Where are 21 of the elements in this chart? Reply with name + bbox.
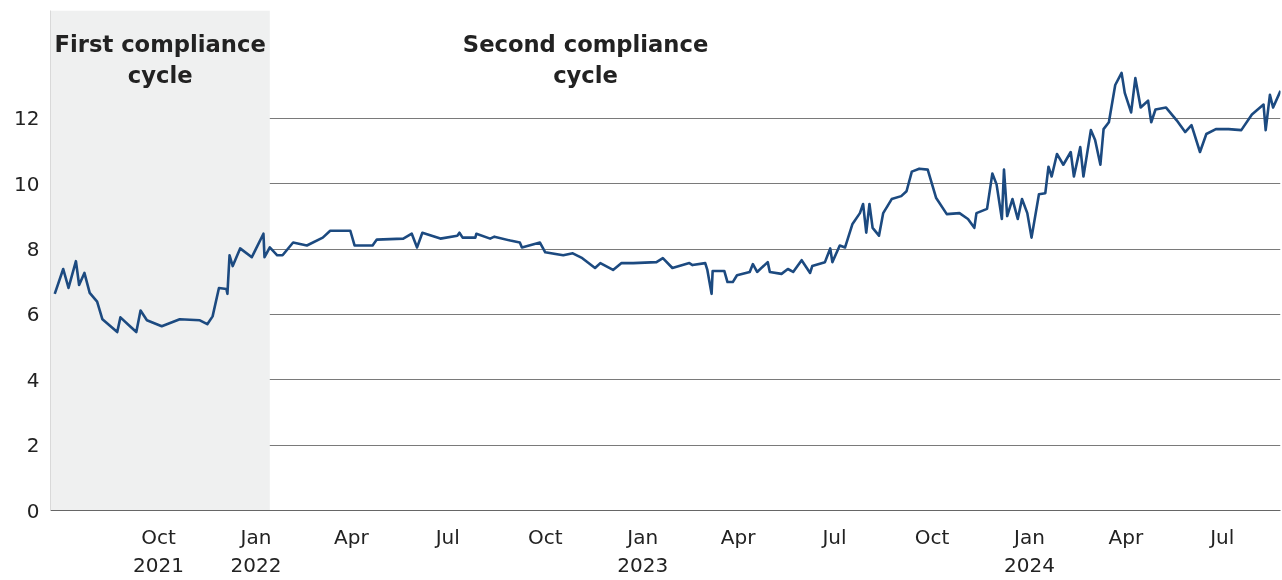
x-tick-label: Jan 2024: [1003, 524, 1055, 578]
y-tick-label: 12: [14, 106, 40, 131]
y-tick-label: 10: [14, 171, 40, 196]
x-tick-label: Jul: [1208, 524, 1235, 549]
x-tick-label: Jan 2023: [617, 524, 669, 578]
x-tick-label: Oct: [914, 524, 950, 549]
band-label: First compliance cycle: [54, 30, 266, 88]
annotation: Second compliance cycle: [462, 30, 709, 88]
y-tick-label: 8: [26, 237, 40, 262]
y-tick-label: 0: [26, 498, 40, 523]
x-tick-label: Apr: [1108, 524, 1144, 549]
x-tick-label: Jul: [433, 524, 460, 549]
x-tick-label: Oct: [527, 524, 563, 549]
x-tick-label: Jul: [820, 524, 847, 549]
x-tick-label: Apr: [720, 524, 757, 549]
x-tick-label: Apr: [334, 524, 370, 549]
x-tick-label: Jan 2022: [230, 524, 282, 578]
x-tick-label: Oct 2021: [133, 524, 185, 578]
y-tick-label: 6: [26, 302, 40, 327]
y-tick-label: 4: [26, 367, 40, 392]
y-tick-label: 2: [26, 433, 40, 458]
